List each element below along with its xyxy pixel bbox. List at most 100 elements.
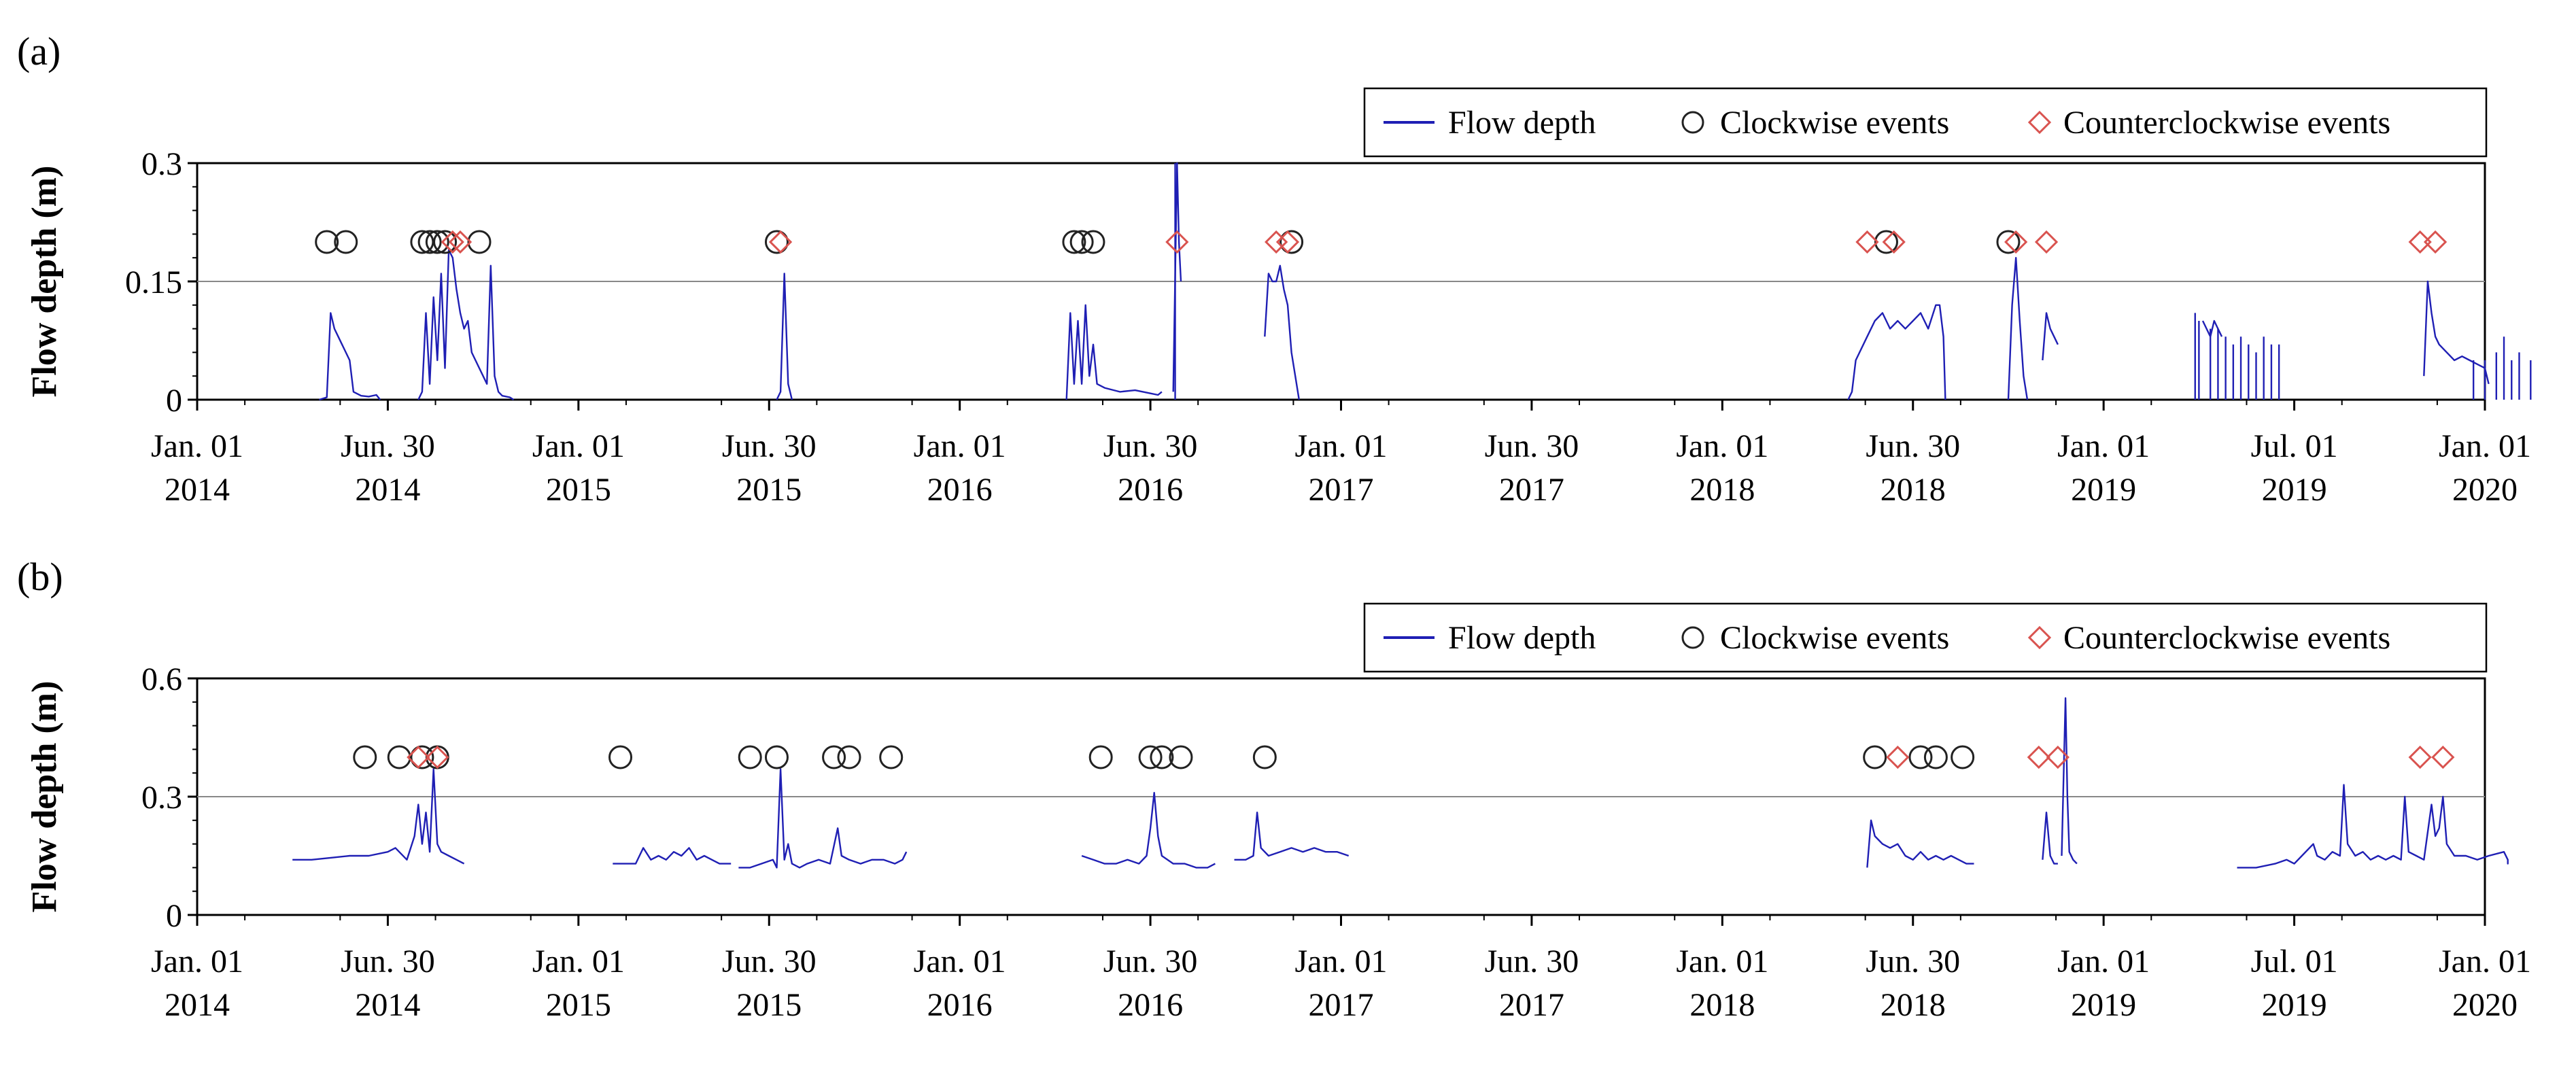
- panel-b-clockwise-event-marker: [1863, 745, 1887, 769]
- panel-b-clockwise-event-marker: [410, 745, 434, 769]
- panel-a-ytick-label: 0.15: [125, 264, 182, 300]
- panel-a-clockwise-event-marker: [425, 230, 449, 254]
- panel-a-counterclockwise-event-marker: [768, 230, 793, 254]
- panel-a-flow-depth-series: [2423, 280, 2490, 385]
- panel-a: (a) Flow depth (m) Flow depth Clockwise …: [17, 29, 2532, 508]
- panel-b-xtick-year: 2015: [546, 987, 611, 1023]
- panel-b-clockwise-event-marker: [837, 745, 861, 769]
- panel-a-xtick-year: 2018: [1881, 472, 1946, 508]
- panel-a-flow-depth-series: [1264, 264, 1300, 400]
- panel-a-flow-depth-series: [1847, 304, 1946, 400]
- panel-b-xtick-year: 2014: [165, 987, 230, 1023]
- panel-b-ylabel: Flow depth (m): [25, 681, 64, 913]
- panel-b-legend-box: [1363, 602, 2488, 673]
- panel-a-xtick-label: Jun. 30: [341, 428, 435, 464]
- panel-a-clockwise-event-marker: [1062, 230, 1086, 254]
- panel-b-xtick-year: 2020: [2452, 987, 2518, 1023]
- panel-a-counterclockwise-event-marker: [1882, 230, 1906, 254]
- panel-b-legend-counterclockwise: Counterclockwise events: [2063, 620, 2390, 656]
- panel-b-counterclockwise-event-marker: [2027, 745, 2050, 769]
- panel-b-xtick-year: 2015: [736, 987, 802, 1023]
- panel-a-xtick-label: Jan. 01: [151, 428, 243, 464]
- panel-b-clockwise-event-marker: [1169, 745, 1193, 769]
- panel-a-xtick-label: Jan. 01: [2057, 428, 2150, 464]
- panel-b-clockwise-event-marker: [1150, 745, 1174, 769]
- panel-a-legend: Flow depth Clockwise events Counterclock…: [1363, 87, 2488, 158]
- panel-a-ytick-label: 0: [166, 383, 182, 419]
- panel-a-xtick-year: 2018: [1689, 472, 1755, 508]
- panel-b-xtick-label: Jan. 01: [2057, 943, 2150, 980]
- panel-b-clockwise-event-marker: [1923, 745, 1948, 769]
- panel-b: (b) Flow depth (m) Flow depth Clockwise …: [17, 555, 2531, 1023]
- panel-a-xtick-label: Jun. 30: [1485, 428, 1579, 464]
- panel-a-label: (a): [17, 29, 61, 73]
- panel-a-counterclockwise-event-marker: [1165, 230, 1189, 254]
- panel-b-xtick-label: Jan. 01: [1676, 943, 1768, 980]
- panel-b-xtick-year: 2017: [1309, 987, 1374, 1023]
- panel-b-clockwise-event-marker: [738, 745, 762, 769]
- panel-a-xtick-label: Jun. 30: [1103, 428, 1198, 464]
- panel-a-legend-clockwise: Clockwise events: [1720, 105, 1949, 141]
- panel-a-xtick-label: Jun. 30: [1866, 428, 1960, 464]
- panel-a-counterclockwise-event-marker: [2004, 230, 2028, 254]
- panel-a-counterclockwise-event-marker: [1855, 230, 1879, 254]
- panel-b-flow-depth-series: [738, 768, 908, 869]
- panel-b-clockwise-event-marker: [1908, 745, 1933, 769]
- panel-b-xtick-year: 2017: [1499, 987, 1564, 1023]
- panel-b-xtick-label: Jun. 30: [1485, 943, 1579, 980]
- panel-a-clockwise-event-marker: [433, 230, 458, 254]
- panel-a-xtick-year: 2015: [546, 472, 611, 508]
- panel-b-ytick-label: 0: [166, 898, 182, 934]
- panel-a-flow-depth-series: [319, 312, 381, 401]
- panel-b-clockwise-event-marker: [1252, 745, 1277, 769]
- panel-a-xtick-year: 2014: [165, 472, 230, 508]
- panel-b-clockwise-event-marker: [822, 745, 846, 769]
- panel-b-xtick-year: 2018: [1881, 987, 1946, 1023]
- panel-a-xtick-year: 2020: [2452, 472, 2518, 508]
- panel-b-xtick-label: Jan. 01: [1295, 943, 1388, 980]
- panel-a-flow-depth-series: [776, 273, 793, 400]
- panel-b-xtick-year: 2016: [927, 987, 993, 1023]
- panel-a-clockwise-event-marker: [315, 230, 339, 254]
- panel-a-ytick-label: 0.3: [141, 146, 182, 182]
- panel-b-xtick-year: 2014: [355, 987, 420, 1023]
- panel-b-counterclockwise-event-marker: [2408, 745, 2432, 769]
- panel-a-xtick-year: 2019: [2071, 472, 2136, 508]
- panel-a-xtick-label: Jan. 01: [1295, 428, 1388, 464]
- panel-b-flow-depth-series: [292, 768, 465, 865]
- panel-b-clockwise-event-marker: [1951, 745, 1975, 769]
- panel-b-counterclockwise-event-marker: [426, 745, 449, 769]
- panel-a-flow-depth-series: [2201, 319, 2223, 338]
- panel-a-xtick-year: 2017: [1309, 472, 1374, 508]
- panel-b-legend-clockwise-marker: [1681, 626, 1704, 649]
- panel-a-xtick-label: Jan. 01: [914, 428, 1006, 464]
- panel-a-clockwise-event-marker: [1081, 230, 1105, 254]
- panel-a-xtick-year: 2017: [1499, 472, 1564, 508]
- panel-a-xtick-year: 2015: [736, 472, 802, 508]
- panel-a-clockwise-event-marker: [334, 230, 358, 254]
- panel-a-legend-counterclockwise: Counterclockwise events: [2063, 105, 2390, 141]
- panel-b-xtick-label: Jan. 01: [914, 943, 1006, 980]
- panel-a-legend-counterclockwise-marker: [2027, 110, 2052, 135]
- panel-a-legend-flow-depth: Flow depth: [1448, 105, 1596, 141]
- panel-a-legend-clockwise-marker: [1681, 111, 1704, 134]
- panel-a-flow-depth-series: [2007, 257, 2029, 400]
- panel-a-ylabel: Flow depth (m): [25, 166, 64, 398]
- panel-b-legend: Flow depth Clockwise events Counterclock…: [1363, 602, 2488, 673]
- panel-b-xtick-year: 2018: [1689, 987, 1755, 1023]
- panel-a-clockwise-event-marker: [764, 230, 789, 254]
- panel-b-clockwise-event-marker: [1138, 745, 1163, 769]
- panel-b-legend-flow-depth: Flow depth: [1448, 620, 1596, 656]
- panel-a-legend-box: [1363, 87, 2488, 158]
- panel-b-clockwise-event-marker: [1088, 745, 1113, 769]
- panel-b-flow-depth-series: [1866, 819, 1974, 868]
- panel-b-xtick-label: Jun. 30: [341, 943, 435, 980]
- panel-b-flow-depth-series: [2042, 811, 2058, 865]
- panel-a-clockwise-event-marker: [1996, 230, 2021, 254]
- panel-a-clockwise-event-marker: [1280, 230, 1304, 254]
- panel-a-flow-depth-series: [1065, 304, 1163, 400]
- panel-a-clockwise-event-marker: [417, 230, 442, 254]
- panel-b-clockwise-event-marker: [608, 745, 633, 769]
- panel-b-xtick-label: Jan. 01: [532, 943, 625, 980]
- panel-b-counterclockwise-event-marker: [407, 745, 430, 769]
